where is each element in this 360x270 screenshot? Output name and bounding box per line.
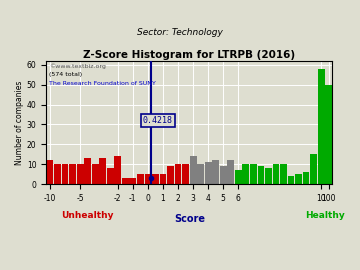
Text: The Research Foundation of SUNY: The Research Foundation of SUNY <box>49 80 156 86</box>
Bar <box>318 69 325 184</box>
Bar <box>190 156 197 184</box>
Text: Healthy: Healthy <box>305 211 345 220</box>
Bar <box>273 164 279 184</box>
Bar <box>152 174 159 184</box>
Bar <box>288 176 294 184</box>
Bar <box>114 156 121 184</box>
Text: ©www.textbiz.org: ©www.textbiz.org <box>49 63 106 69</box>
Text: Sector: Technology: Sector: Technology <box>137 28 223 37</box>
Bar <box>257 166 264 184</box>
X-axis label: Score: Score <box>174 214 205 224</box>
Bar <box>325 85 332 184</box>
Bar <box>303 172 310 184</box>
Bar <box>197 164 204 184</box>
Bar <box>212 160 219 184</box>
Bar <box>107 168 114 184</box>
Bar <box>242 164 249 184</box>
Text: (574 total): (574 total) <box>49 72 82 77</box>
Bar <box>62 164 68 184</box>
Title: Z-Score Histogram for LTRPB (2016): Z-Score Histogram for LTRPB (2016) <box>83 50 296 60</box>
Y-axis label: Number of companies: Number of companies <box>15 80 24 165</box>
Bar <box>235 170 242 184</box>
Bar <box>310 154 317 184</box>
Bar <box>69 164 76 184</box>
Bar <box>220 166 227 184</box>
Bar <box>175 164 181 184</box>
Bar <box>295 174 302 184</box>
Bar <box>130 178 136 184</box>
Text: 0.4218: 0.4218 <box>143 116 173 125</box>
Bar <box>145 174 151 184</box>
Bar <box>137 174 144 184</box>
Bar <box>167 166 174 184</box>
Bar <box>84 158 91 184</box>
Bar <box>99 158 106 184</box>
Bar <box>92 164 99 184</box>
Bar <box>77 164 84 184</box>
Bar <box>47 160 53 184</box>
Text: Unhealthy: Unhealthy <box>62 211 114 220</box>
Bar <box>159 174 166 184</box>
Bar <box>205 162 212 184</box>
Bar <box>182 164 189 184</box>
Bar <box>54 164 61 184</box>
Bar <box>228 160 234 184</box>
Bar <box>265 168 272 184</box>
Bar <box>250 164 257 184</box>
Bar <box>122 178 129 184</box>
Bar <box>280 164 287 184</box>
